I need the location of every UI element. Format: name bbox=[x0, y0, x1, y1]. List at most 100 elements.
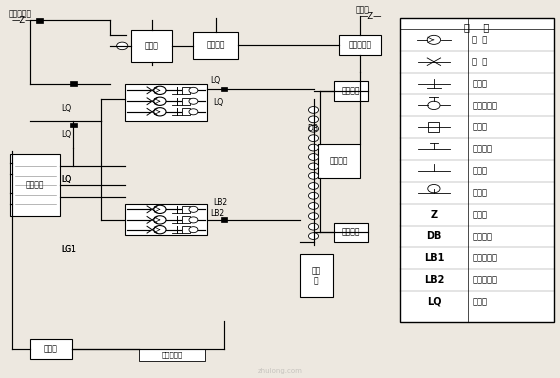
Text: 冷塔塔: 冷塔塔 bbox=[144, 41, 158, 50]
Circle shape bbox=[309, 183, 319, 189]
Bar bbox=[193, 32, 238, 59]
Circle shape bbox=[309, 203, 319, 209]
Text: LQ: LQ bbox=[427, 297, 441, 307]
Circle shape bbox=[154, 216, 166, 224]
Text: 冲塔水回水: 冲塔水回水 bbox=[472, 276, 497, 285]
Text: 膨胀水箱: 膨胀水箱 bbox=[207, 40, 225, 50]
Circle shape bbox=[309, 153, 319, 160]
Text: LQ: LQ bbox=[61, 104, 71, 113]
Text: 自来水: 自来水 bbox=[472, 210, 487, 219]
Text: 水流开关: 水流开关 bbox=[472, 144, 492, 153]
Text: 水处理器: 水处理器 bbox=[342, 228, 360, 237]
Bar bbox=[182, 108, 190, 115]
Bar bbox=[182, 98, 190, 105]
Text: LG1: LG1 bbox=[61, 245, 76, 254]
Circle shape bbox=[154, 86, 166, 94]
Circle shape bbox=[428, 184, 440, 193]
Bar bbox=[182, 217, 190, 223]
Text: LB2: LB2 bbox=[210, 209, 225, 218]
Circle shape bbox=[309, 192, 319, 199]
Circle shape bbox=[309, 213, 319, 220]
Text: 电动调节阀: 电动调节阀 bbox=[472, 101, 497, 110]
Bar bbox=[221, 87, 227, 91]
Bar bbox=[334, 81, 368, 101]
Text: 除污器: 除污器 bbox=[472, 123, 487, 132]
Bar bbox=[70, 123, 77, 127]
Bar bbox=[221, 217, 227, 222]
Circle shape bbox=[189, 217, 198, 223]
Text: 软化水箱: 软化水箱 bbox=[329, 156, 348, 165]
Text: 截  阀: 截 阀 bbox=[472, 57, 487, 66]
Text: LB2: LB2 bbox=[424, 275, 444, 285]
Bar bbox=[318, 144, 360, 178]
Text: LQ: LQ bbox=[61, 130, 71, 139]
Bar bbox=[36, 18, 43, 23]
Circle shape bbox=[189, 87, 198, 93]
Circle shape bbox=[309, 144, 319, 151]
Text: LB1: LB1 bbox=[424, 253, 444, 263]
Circle shape bbox=[427, 35, 441, 44]
Text: —Z—: —Z— bbox=[360, 12, 382, 21]
Text: 温度计: 温度计 bbox=[472, 166, 487, 175]
Circle shape bbox=[309, 233, 319, 240]
Text: 定压补水: 定压补水 bbox=[472, 232, 492, 241]
Circle shape bbox=[116, 42, 128, 50]
Bar bbox=[70, 81, 77, 86]
Bar bbox=[182, 87, 190, 94]
Text: 水处理器: 水处理器 bbox=[342, 87, 360, 96]
Text: 止回阀: 止回阀 bbox=[472, 79, 487, 88]
Circle shape bbox=[189, 227, 198, 233]
Text: 冲塔水供水: 冲塔水供水 bbox=[472, 254, 497, 263]
Text: 压力表: 压力表 bbox=[472, 188, 487, 197]
Bar bbox=[400, 18, 554, 322]
Text: 软化水装置: 软化水装置 bbox=[348, 40, 371, 50]
Bar bbox=[10, 154, 60, 216]
Bar bbox=[182, 206, 190, 213]
Bar bbox=[30, 339, 72, 359]
Circle shape bbox=[154, 108, 166, 116]
Text: 自来水补水: 自来水补水 bbox=[9, 9, 32, 19]
Circle shape bbox=[154, 97, 166, 105]
Text: Z: Z bbox=[430, 210, 437, 220]
Circle shape bbox=[189, 109, 198, 115]
Text: 图    例: 图 例 bbox=[464, 22, 489, 32]
Circle shape bbox=[309, 163, 319, 170]
Text: —Z—: —Z— bbox=[12, 16, 34, 25]
Circle shape bbox=[309, 135, 319, 141]
Text: 冷却水: 冷却水 bbox=[472, 297, 487, 307]
Text: LQ: LQ bbox=[61, 175, 71, 184]
Circle shape bbox=[309, 172, 319, 179]
Bar bbox=[125, 84, 207, 121]
Bar bbox=[182, 226, 190, 233]
Bar bbox=[300, 254, 333, 297]
Text: zhulong.com: zhulong.com bbox=[258, 368, 302, 374]
Bar bbox=[428, 122, 440, 132]
Bar bbox=[125, 204, 207, 235]
Text: LB2: LB2 bbox=[213, 198, 227, 208]
Text: 冷冻机组: 冷冻机组 bbox=[26, 181, 45, 190]
Text: 压差控制器: 压差控制器 bbox=[162, 352, 183, 358]
Circle shape bbox=[309, 116, 319, 123]
Circle shape bbox=[309, 223, 319, 230]
Circle shape bbox=[309, 125, 319, 132]
Circle shape bbox=[154, 226, 166, 234]
Bar bbox=[139, 349, 205, 361]
Bar bbox=[339, 35, 381, 55]
Circle shape bbox=[309, 107, 319, 113]
Circle shape bbox=[428, 101, 440, 110]
Bar bbox=[130, 30, 172, 62]
Text: DB: DB bbox=[426, 231, 442, 242]
Text: LG1: LG1 bbox=[61, 245, 76, 254]
Circle shape bbox=[154, 205, 166, 214]
Text: 水  泵: 水 泵 bbox=[472, 36, 487, 44]
Circle shape bbox=[189, 98, 198, 104]
Text: LQ: LQ bbox=[213, 98, 223, 107]
Text: 集水
器: 集水 器 bbox=[312, 266, 321, 285]
Text: 分水器: 分水器 bbox=[44, 345, 58, 353]
Text: LQ: LQ bbox=[61, 175, 71, 184]
Bar bbox=[334, 223, 368, 242]
Circle shape bbox=[189, 206, 198, 212]
Text: 自来水: 自来水 bbox=[356, 6, 369, 15]
Text: DB: DB bbox=[307, 124, 318, 133]
Text: LQ: LQ bbox=[210, 76, 220, 85]
